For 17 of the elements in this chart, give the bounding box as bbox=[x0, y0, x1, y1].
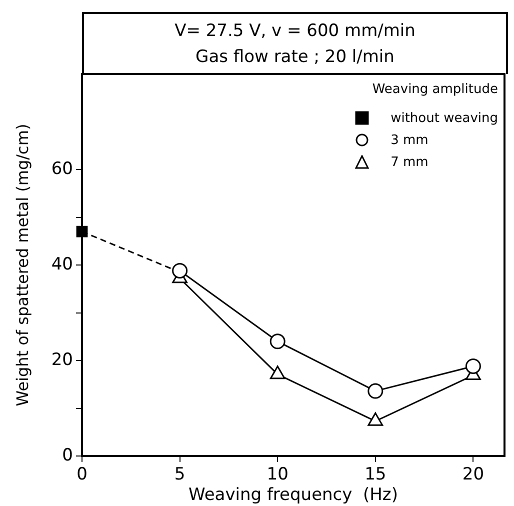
legend-label: without weaving bbox=[390, 110, 498, 126]
y-tick-label: 60 bbox=[51, 158, 73, 179]
y-tick-label: 0 bbox=[62, 445, 73, 466]
x-tick-label: 0 bbox=[76, 464, 88, 485]
x-tick-label: 20 bbox=[462, 464, 484, 485]
y-tick-label: 20 bbox=[51, 350, 73, 370]
x-tick-label: 5 bbox=[174, 464, 186, 485]
legend-label: 7 mm bbox=[390, 154, 428, 170]
x-axis-title: Weaving frequency (Hz) bbox=[188, 485, 398, 506]
x-tick-label: 10 bbox=[266, 464, 288, 485]
y-tick-label: 40 bbox=[51, 254, 73, 274]
chart-title: V= 27.5 V, v = 600 mm/min bbox=[174, 20, 416, 43]
legend-label: 3 mm bbox=[390, 132, 428, 148]
legend-title: Weaving amplitude bbox=[371, 82, 498, 97]
x-tick-label: 15 bbox=[364, 464, 386, 485]
y-axis-title: Weight of spattered metal (mg/cm) bbox=[12, 124, 32, 406]
chart-subtitle: Gas flow rate ; 20 l/min bbox=[194, 46, 396, 69]
